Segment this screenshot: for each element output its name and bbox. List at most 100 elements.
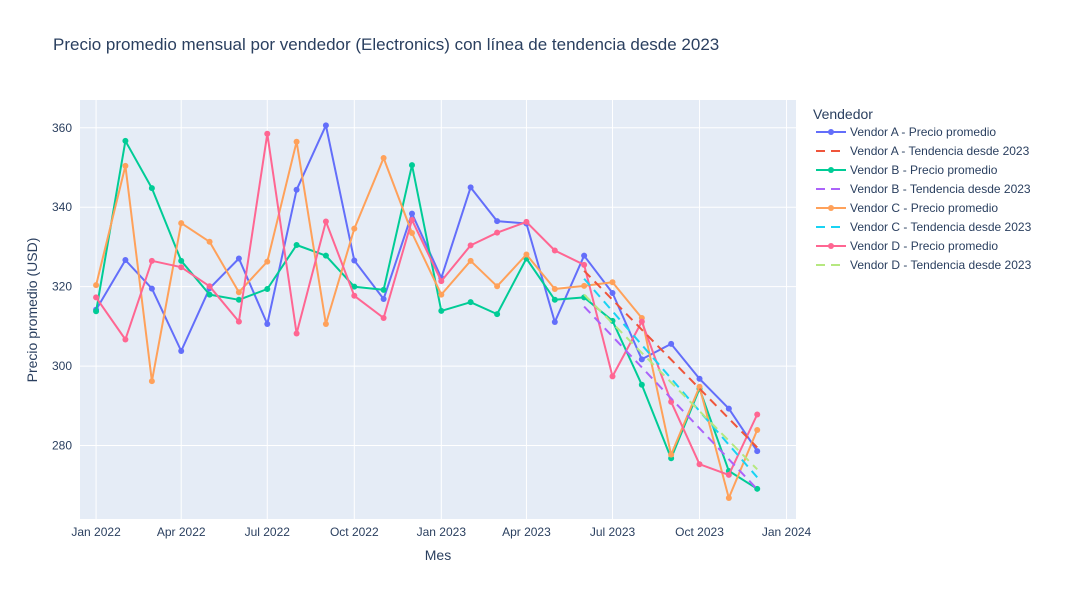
legend-marker [828, 243, 834, 249]
series-line [95, 132, 759, 476]
data-point [235, 289, 242, 296]
data-point [148, 378, 155, 385]
data-point [178, 348, 185, 355]
data-point [264, 258, 271, 265]
data-point [178, 257, 185, 264]
data-point [380, 154, 387, 161]
x-tick-label: Oct 2023 [675, 525, 724, 539]
y-tick-label: 300 [52, 359, 72, 373]
data-point [351, 292, 358, 299]
legend-item[interactable]: Vendor B - Tendencia desde 2023 [816, 182, 1031, 196]
legend-marker [828, 205, 834, 211]
data-point [178, 264, 185, 271]
legend-label: Vendor A - Tendencia desde 2023 [850, 144, 1030, 158]
data-point [235, 318, 242, 325]
data-point [408, 162, 415, 169]
data-point [725, 494, 732, 501]
data-point [494, 229, 501, 236]
x-tick-label: Jul 2023 [590, 525, 636, 539]
legend-item[interactable]: Vendor B - Precio promedio [816, 163, 998, 177]
series-line [95, 140, 759, 499]
data-point [494, 283, 501, 290]
x-tick-label: Jan 2023 [417, 525, 467, 539]
data-point [206, 283, 213, 290]
data-point [380, 315, 387, 322]
data-point [408, 216, 415, 223]
series-1 [93, 122, 761, 455]
data-point [408, 210, 415, 217]
data-point [351, 225, 358, 232]
trend-line [583, 270, 758, 449]
data-point [93, 308, 100, 315]
series-2 [93, 137, 761, 492]
data-point [293, 330, 300, 337]
data-point [523, 218, 530, 225]
legend-label: Vendor B - Tendencia desde 2023 [850, 182, 1031, 196]
data-point [725, 405, 732, 412]
data-point [581, 282, 588, 289]
data-point [122, 162, 129, 169]
data-point [551, 319, 558, 326]
legend-label: Vendor A - Precio promedio [850, 125, 996, 139]
data-point [609, 290, 616, 297]
data-point [438, 278, 445, 285]
data-point [467, 184, 474, 191]
data-point [93, 282, 100, 289]
data-point [754, 427, 761, 434]
data-point [668, 451, 675, 458]
series-4 [93, 130, 761, 478]
data-point [380, 295, 387, 302]
legend-title: Vendedor [813, 106, 873, 122]
data-point [438, 291, 445, 298]
data-point [122, 137, 129, 144]
data-point [467, 257, 474, 264]
data-point [638, 318, 645, 325]
legend-label: Vendor C - Precio promedio [850, 201, 998, 215]
data-point [609, 279, 616, 286]
data-point [322, 122, 329, 129]
data-point [322, 320, 329, 327]
data-point [494, 311, 501, 318]
data-point [206, 238, 213, 245]
data-point [235, 255, 242, 262]
legend-item[interactable]: Vendor A - Tendencia desde 2023 [816, 144, 1030, 158]
data-point [408, 230, 415, 237]
data-point [322, 218, 329, 225]
legend-label: Vendor D - Tendencia desde 2023 [850, 258, 1032, 272]
legend-label: Vendor B - Precio promedio [850, 163, 998, 177]
x-tick-label: Jan 2022 [71, 525, 121, 539]
legend-item[interactable]: Vendor C - Tendencia desde 2023 [816, 220, 1032, 234]
series-3 [93, 138, 761, 501]
legend-item[interactable]: Vendor A - Precio promedio [816, 125, 996, 139]
data-point [668, 340, 675, 347]
legend-marker [828, 129, 834, 135]
data-point [380, 286, 387, 293]
data-point [93, 294, 100, 301]
data-point [551, 286, 558, 293]
x-tick-label: Apr 2022 [157, 525, 206, 539]
data-point [581, 252, 588, 259]
data-point [467, 242, 474, 249]
x-axis-title: Mes [425, 547, 451, 563]
y-tick-label: 360 [52, 121, 72, 135]
data-point [264, 286, 271, 293]
data-point [638, 381, 645, 388]
trend-line [583, 293, 758, 471]
data-point [293, 241, 300, 248]
plot-area [80, 100, 796, 519]
legend-item[interactable]: Vendor C - Precio promedio [816, 201, 998, 215]
data-point [551, 247, 558, 254]
series-line [95, 124, 759, 452]
data-point [235, 296, 242, 303]
data-point [581, 261, 588, 268]
data-point [148, 285, 155, 292]
legend-item[interactable]: Vendor D - Precio promedio [816, 239, 998, 253]
data-point [638, 356, 645, 363]
x-tick-label: Jan 2024 [762, 525, 812, 539]
data-point [494, 218, 501, 225]
data-point [351, 283, 358, 290]
legend-item[interactable]: Vendor D - Tendencia desde 2023 [816, 258, 1032, 272]
data-point [264, 130, 271, 137]
data-point [523, 251, 530, 258]
